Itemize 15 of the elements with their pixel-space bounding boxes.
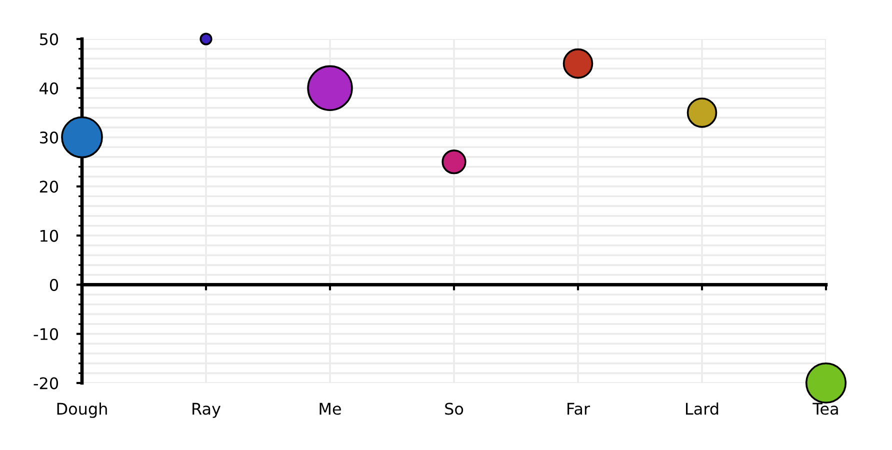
- x-tick-label: So: [445, 402, 464, 415]
- y-tick-label: -10: [34, 328, 58, 340]
- x-tick-label: Lard: [686, 402, 718, 415]
- y-tick-label: 40: [40, 82, 58, 94]
- y-tick-label: 10: [40, 230, 58, 242]
- x-tick-label: Tea: [812, 402, 838, 415]
- y-tick-label: 20: [40, 180, 58, 193]
- y-tick-label: 30: [40, 132, 58, 144]
- x-tick-label: Dough: [57, 402, 107, 418]
- y-tick-label: 50: [40, 33, 58, 46]
- y-tick-label: -20: [34, 377, 58, 390]
- x-tick-label: Ray: [192, 402, 221, 418]
- x-tick-label: Me: [320, 402, 341, 415]
- y-tick-label: 0: [50, 278, 58, 292]
- x-tick-label: Far: [568, 402, 590, 415]
